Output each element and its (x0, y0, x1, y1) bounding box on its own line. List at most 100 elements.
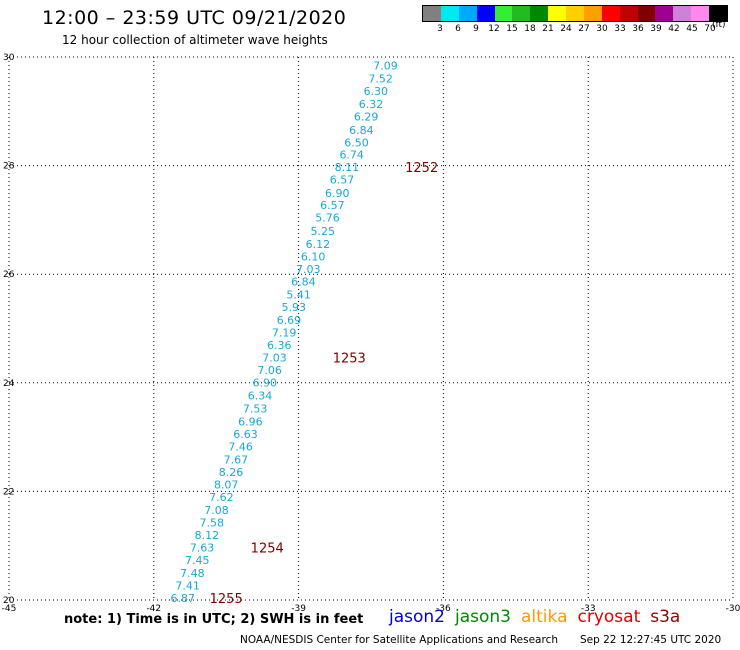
wave-height-value: 6.10 (301, 250, 326, 263)
scale-label: 42 (668, 24, 680, 34)
wave-height-value: 6.74 (339, 149, 364, 162)
wave-height-value: 6.63 (233, 428, 258, 441)
scale-swatch-8 (566, 6, 584, 21)
wave-height-value: 7.53 (243, 402, 268, 415)
scale-swatch-9 (583, 6, 602, 21)
scale-label: 6 (455, 24, 461, 34)
wave-height-value: 6.87 (171, 592, 196, 605)
wave-height-value: 7.41 (175, 579, 200, 592)
wave-height-value: 7.03 (296, 263, 321, 276)
wave-height-value: 7.62 (209, 491, 234, 504)
scale-label: 27 (578, 24, 590, 34)
timestamp: Sep 22 12:27:45 UTC 2020 (580, 634, 722, 646)
pass-time-label: 1252 (405, 161, 438, 176)
wave-height-value: 6.90 (325, 187, 350, 200)
wave-height-value: 7.06 (257, 364, 282, 377)
wave-height-value: 7.09 (373, 60, 398, 73)
scale-label: 30 (596, 24, 608, 34)
x-tick-label: -45 (2, 604, 17, 614)
mission-jason2: jason2 (389, 607, 445, 627)
wave-height-value: 8.11 (335, 161, 360, 174)
scale-label: 33 (614, 24, 626, 34)
scale-label: 45 (686, 24, 698, 34)
y-tick-label: 20 (3, 596, 15, 606)
wave-height-value: 7.45 (185, 554, 210, 567)
scale-unit: (ft) (712, 20, 726, 30)
scale-label: 70 (704, 24, 716, 34)
wave-height-value: 5.76 (315, 212, 340, 225)
mission-cryosat: cryosat (577, 607, 641, 627)
wave-height-value: 6.57 (330, 174, 355, 187)
scale-swatch-11 (619, 6, 638, 21)
x-tick-label: -42 (146, 604, 161, 614)
mission-s3a: s3a (650, 607, 681, 627)
wave-height-value: 6.69 (277, 314, 302, 327)
wave-height-value: 7.58 (199, 516, 224, 529)
mission-jason3: jason3 (455, 607, 511, 627)
wave-height-value: 6.84 (291, 275, 316, 288)
wave-height-value: 7.03 (262, 351, 287, 364)
color-scale-legend: 3 6 9 12 15 18 21 24 27 30 33 36 39 42 45 70 (422, 5, 728, 34)
scale-label: 24 (560, 24, 572, 34)
scale-swatch-5 (512, 6, 531, 21)
wave-height-value: 6.36 (267, 339, 292, 352)
scale-swatch-15 (691, 6, 709, 21)
wave-height-value: 6.34 (248, 389, 273, 402)
scale-swatch-6 (530, 6, 549, 21)
wave-height-value: 8.12 (195, 529, 220, 542)
wave-height-value: 6.90 (253, 376, 278, 389)
wave-height-value: 7.46 (228, 440, 253, 453)
wave-height-value: 6.96 (238, 415, 263, 428)
scale-swatch-10 (601, 6, 620, 21)
wave-height-value: 6.29 (354, 111, 379, 124)
mission-legend: jason2 jason3 altika cryosat s3a (389, 607, 690, 627)
scale-label: 12 (488, 24, 500, 34)
wave-height-value: 7.08 (204, 504, 229, 517)
wave-height-value: 7.19 (272, 326, 297, 339)
color-scale-labels: 3 6 9 12 15 18 21 24 27 30 33 36 39 42 45 70 (422, 22, 728, 34)
wave-height-value: 6.57 (320, 199, 345, 212)
scale-label: 9 (473, 24, 479, 34)
wave-height-value: 7.48 (180, 567, 205, 580)
scale-swatch-16 (709, 6, 727, 21)
wave-height-value: 5.25 (310, 225, 335, 238)
y-tick-label: 26 (3, 270, 15, 280)
x-tick-label: -33 (581, 604, 596, 614)
scale-label: 21 (542, 24, 554, 34)
scale-swatch-2 (458, 6, 477, 21)
wave-height-value: 5.41 (286, 288, 311, 301)
wave-height-value: 8.07 (214, 478, 239, 491)
wave-height-value: 6.30 (364, 85, 389, 98)
scale-label: 36 (632, 24, 644, 34)
wave-height-value: 6.84 (349, 124, 374, 137)
footer-note: note: 1) Time is in UTC; 2) SWH is in fe… (64, 612, 364, 627)
wave-height-value: 5.93 (282, 301, 307, 314)
scale-swatch-12 (637, 6, 656, 21)
y-tick-label: 22 (3, 487, 14, 497)
pass-time-label: 1254 (251, 541, 284, 556)
scale-swatch-13 (655, 6, 674, 21)
credit-text: NOAA/NESDIS Center for Satellite Applica… (240, 634, 558, 646)
wave-height-value: 7.67 (224, 453, 249, 466)
y-tick-label: 28 (3, 162, 15, 172)
color-scale-bar (422, 5, 728, 22)
wave-height-value: 8.26 (219, 466, 244, 479)
x-tick-label: -39 (291, 604, 306, 614)
scale-swatch-7 (548, 6, 566, 21)
wave-height-value: 6.32 (359, 98, 384, 111)
x-tick-label: -36 (436, 604, 451, 614)
wave-height-value: 7.52 (368, 73, 393, 86)
wave-height-value: 7.63 (190, 541, 215, 554)
pass-time-label: 1255 (210, 592, 243, 607)
scale-label: 3 (437, 24, 443, 34)
x-tick-label: -30 (726, 604, 740, 614)
scale-label: 39 (650, 24, 662, 34)
page-subtitle: 12 hour collection of altimeter wave hei… (62, 33, 328, 47)
scale-label: 15 (506, 24, 518, 34)
y-tick-label: 30 (3, 53, 15, 63)
wave-height-value: 6.50 (344, 136, 369, 149)
scale-swatch-4 (494, 6, 513, 21)
wave-height-value: 6.12 (306, 238, 331, 251)
scale-swatch-3 (476, 6, 495, 21)
